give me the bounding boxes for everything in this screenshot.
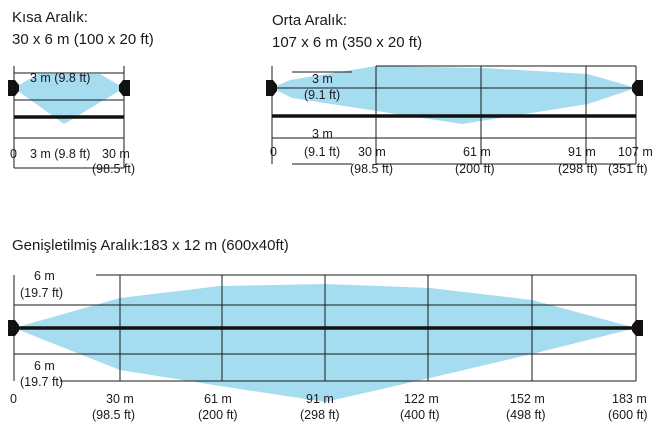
mid-range-panel: Orta Aralık: 107 x 6 m (350 x 20 ft) 3 m… <box>266 12 653 176</box>
extended-range-tick-ft-label: (98.5 ft) <box>92 408 135 422</box>
extended-range-tick-m-label: 152 m <box>510 392 545 406</box>
extended-range-bottom-half-m-label: 6 m <box>34 359 55 373</box>
short-range-end-ft-label: (98.5 ft) <box>92 162 135 176</box>
extended-range-tick-ft-label: (200 ft) <box>198 408 238 422</box>
transmitter-sensor-icon <box>8 320 19 336</box>
short-range-zero-label: 0 <box>10 147 17 161</box>
mid-range-tick-ft-label: (298 ft) <box>558 162 598 176</box>
mid-range-tick-m-label: 61 m <box>463 145 491 159</box>
mid-range-top-half-m-label: 3 m <box>312 72 333 86</box>
short-range-dimensions: 30 x 6 m (100 x 20 ft) <box>12 31 154 48</box>
extended-range-panel: Genişletilmiş Aralık:183 x 12 m (600x40f… <box>8 237 648 422</box>
mid-range-tick-m-label: 107 m <box>618 145 653 159</box>
extended-range-tick-m-label: 91 m <box>306 392 334 406</box>
mid-range-tick-m-label: 91 m <box>568 145 596 159</box>
extended-range-tick-ft-label: (400 ft) <box>400 408 440 422</box>
mid-range-tick-ft-label: (200 ft) <box>455 162 495 176</box>
short-range-beam <box>14 74 124 124</box>
extended-range-tick-m-label: 61 m <box>204 392 232 406</box>
receiver-sensor-icon <box>632 320 643 336</box>
mid-range-tick-ft-label: (98.5 ft) <box>350 162 393 176</box>
short-range-panel: Kısa Aralık: 30 x 6 m (100 x 20 ft) 3 m … <box>8 9 154 176</box>
extended-range-tick-m-label: 30 m <box>106 392 134 406</box>
transmitter-sensor-icon <box>8 80 19 96</box>
mid-range-tick-m-label: 30 m <box>358 145 386 159</box>
extended-range-top-half-m-label: 6 m <box>34 269 55 283</box>
mid-range-tick-ft-label: (351 ft) <box>608 162 648 176</box>
receiver-sensor-icon <box>632 80 643 96</box>
extended-range-tick-m-label: 183 m <box>612 392 647 406</box>
extended-range-tick-m-label: 122 m <box>404 392 439 406</box>
extended-range-title: Genişletilmiş Aralık:183 x 12 m (600x40f… <box>12 237 289 254</box>
mid-range-bottom-half-ft-label: (9.1 ft) <box>304 145 340 159</box>
short-range-top-half-label: 3 m (9.8 ft) <box>30 71 90 85</box>
extended-range-bottom-half-ft-label: (19.7 ft) <box>20 375 63 389</box>
extended-range-top-half-ft-label: (19.7 ft) <box>20 286 63 300</box>
extended-range-zero-label: 0 <box>10 392 17 406</box>
receiver-sensor-icon <box>119 80 130 96</box>
mid-range-title: Orta Aralık: <box>272 12 347 29</box>
mid-range-bottom-half-m-label: 3 m <box>312 127 333 141</box>
extended-range-tick-ft-label: (298 ft) <box>300 408 340 422</box>
transmitter-sensor-icon <box>266 80 277 96</box>
extended-range-tick-ft-label: (498 ft) <box>506 408 546 422</box>
short-range-title: Kısa Aralık: <box>12 9 88 26</box>
mid-range-dimensions: 107 x 6 m (350 x 20 ft) <box>272 34 422 51</box>
short-range-bottom-half-label: 3 m (9.8 ft) <box>30 147 90 161</box>
mid-range-beam <box>272 66 636 124</box>
short-range-end-m-label: 30 m <box>102 147 130 161</box>
mid-range-zero-label: 0 <box>270 145 277 159</box>
extended-range-tick-ft-label: (600 ft) <box>608 408 648 422</box>
mid-range-top-half-ft-label: (9.1 ft) <box>304 88 340 102</box>
